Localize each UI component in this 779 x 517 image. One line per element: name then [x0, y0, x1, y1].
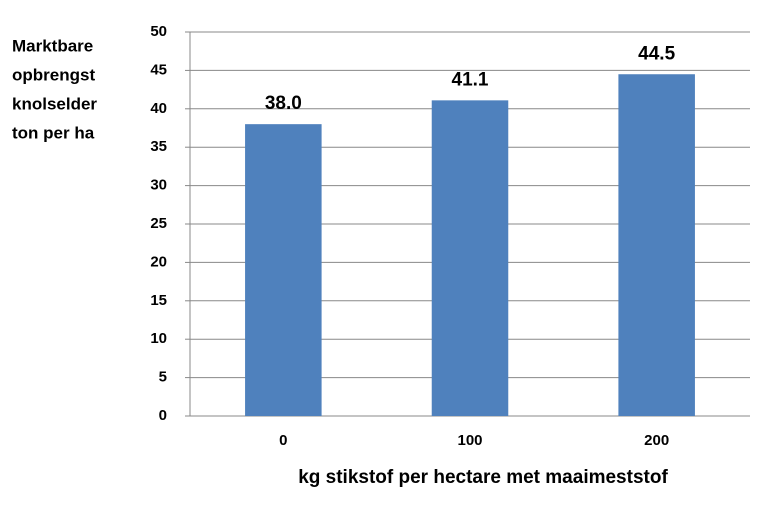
x-axis-title: kg stikstof per hectare met maaimeststof: [298, 467, 668, 488]
y-tick-label: 10: [150, 330, 167, 347]
x-tick-label: 100: [457, 432, 482, 449]
y-axis-title: opbrengst: [12, 65, 95, 84]
data-label: 38.0: [265, 93, 302, 114]
data-label: 44.5: [638, 43, 675, 64]
y-tick-label: 5: [159, 369, 167, 386]
data-label: 41.1: [452, 69, 489, 90]
y-tick-label: 45: [150, 61, 167, 78]
bar: [618, 74, 695, 417]
bar: [431, 100, 509, 417]
y-tick-label: 50: [150, 23, 167, 40]
y-tick-label: 20: [150, 253, 167, 270]
y-tick-label: 30: [150, 177, 167, 194]
y-axis-title: ton per ha: [12, 123, 95, 142]
y-axis-title: Marktbare: [12, 36, 93, 55]
y-axis-title: knolselder: [12, 94, 97, 113]
y-tick-label: 15: [150, 292, 167, 309]
y-tick-label: 35: [150, 138, 167, 155]
y-tick-label: 40: [150, 100, 167, 117]
y-tick-label: 0: [159, 407, 167, 424]
bar: [245, 124, 322, 416]
x-tick-label: 200: [644, 432, 669, 449]
x-tick-label: 0: [279, 432, 287, 449]
y-tick-label: 25: [150, 215, 167, 232]
